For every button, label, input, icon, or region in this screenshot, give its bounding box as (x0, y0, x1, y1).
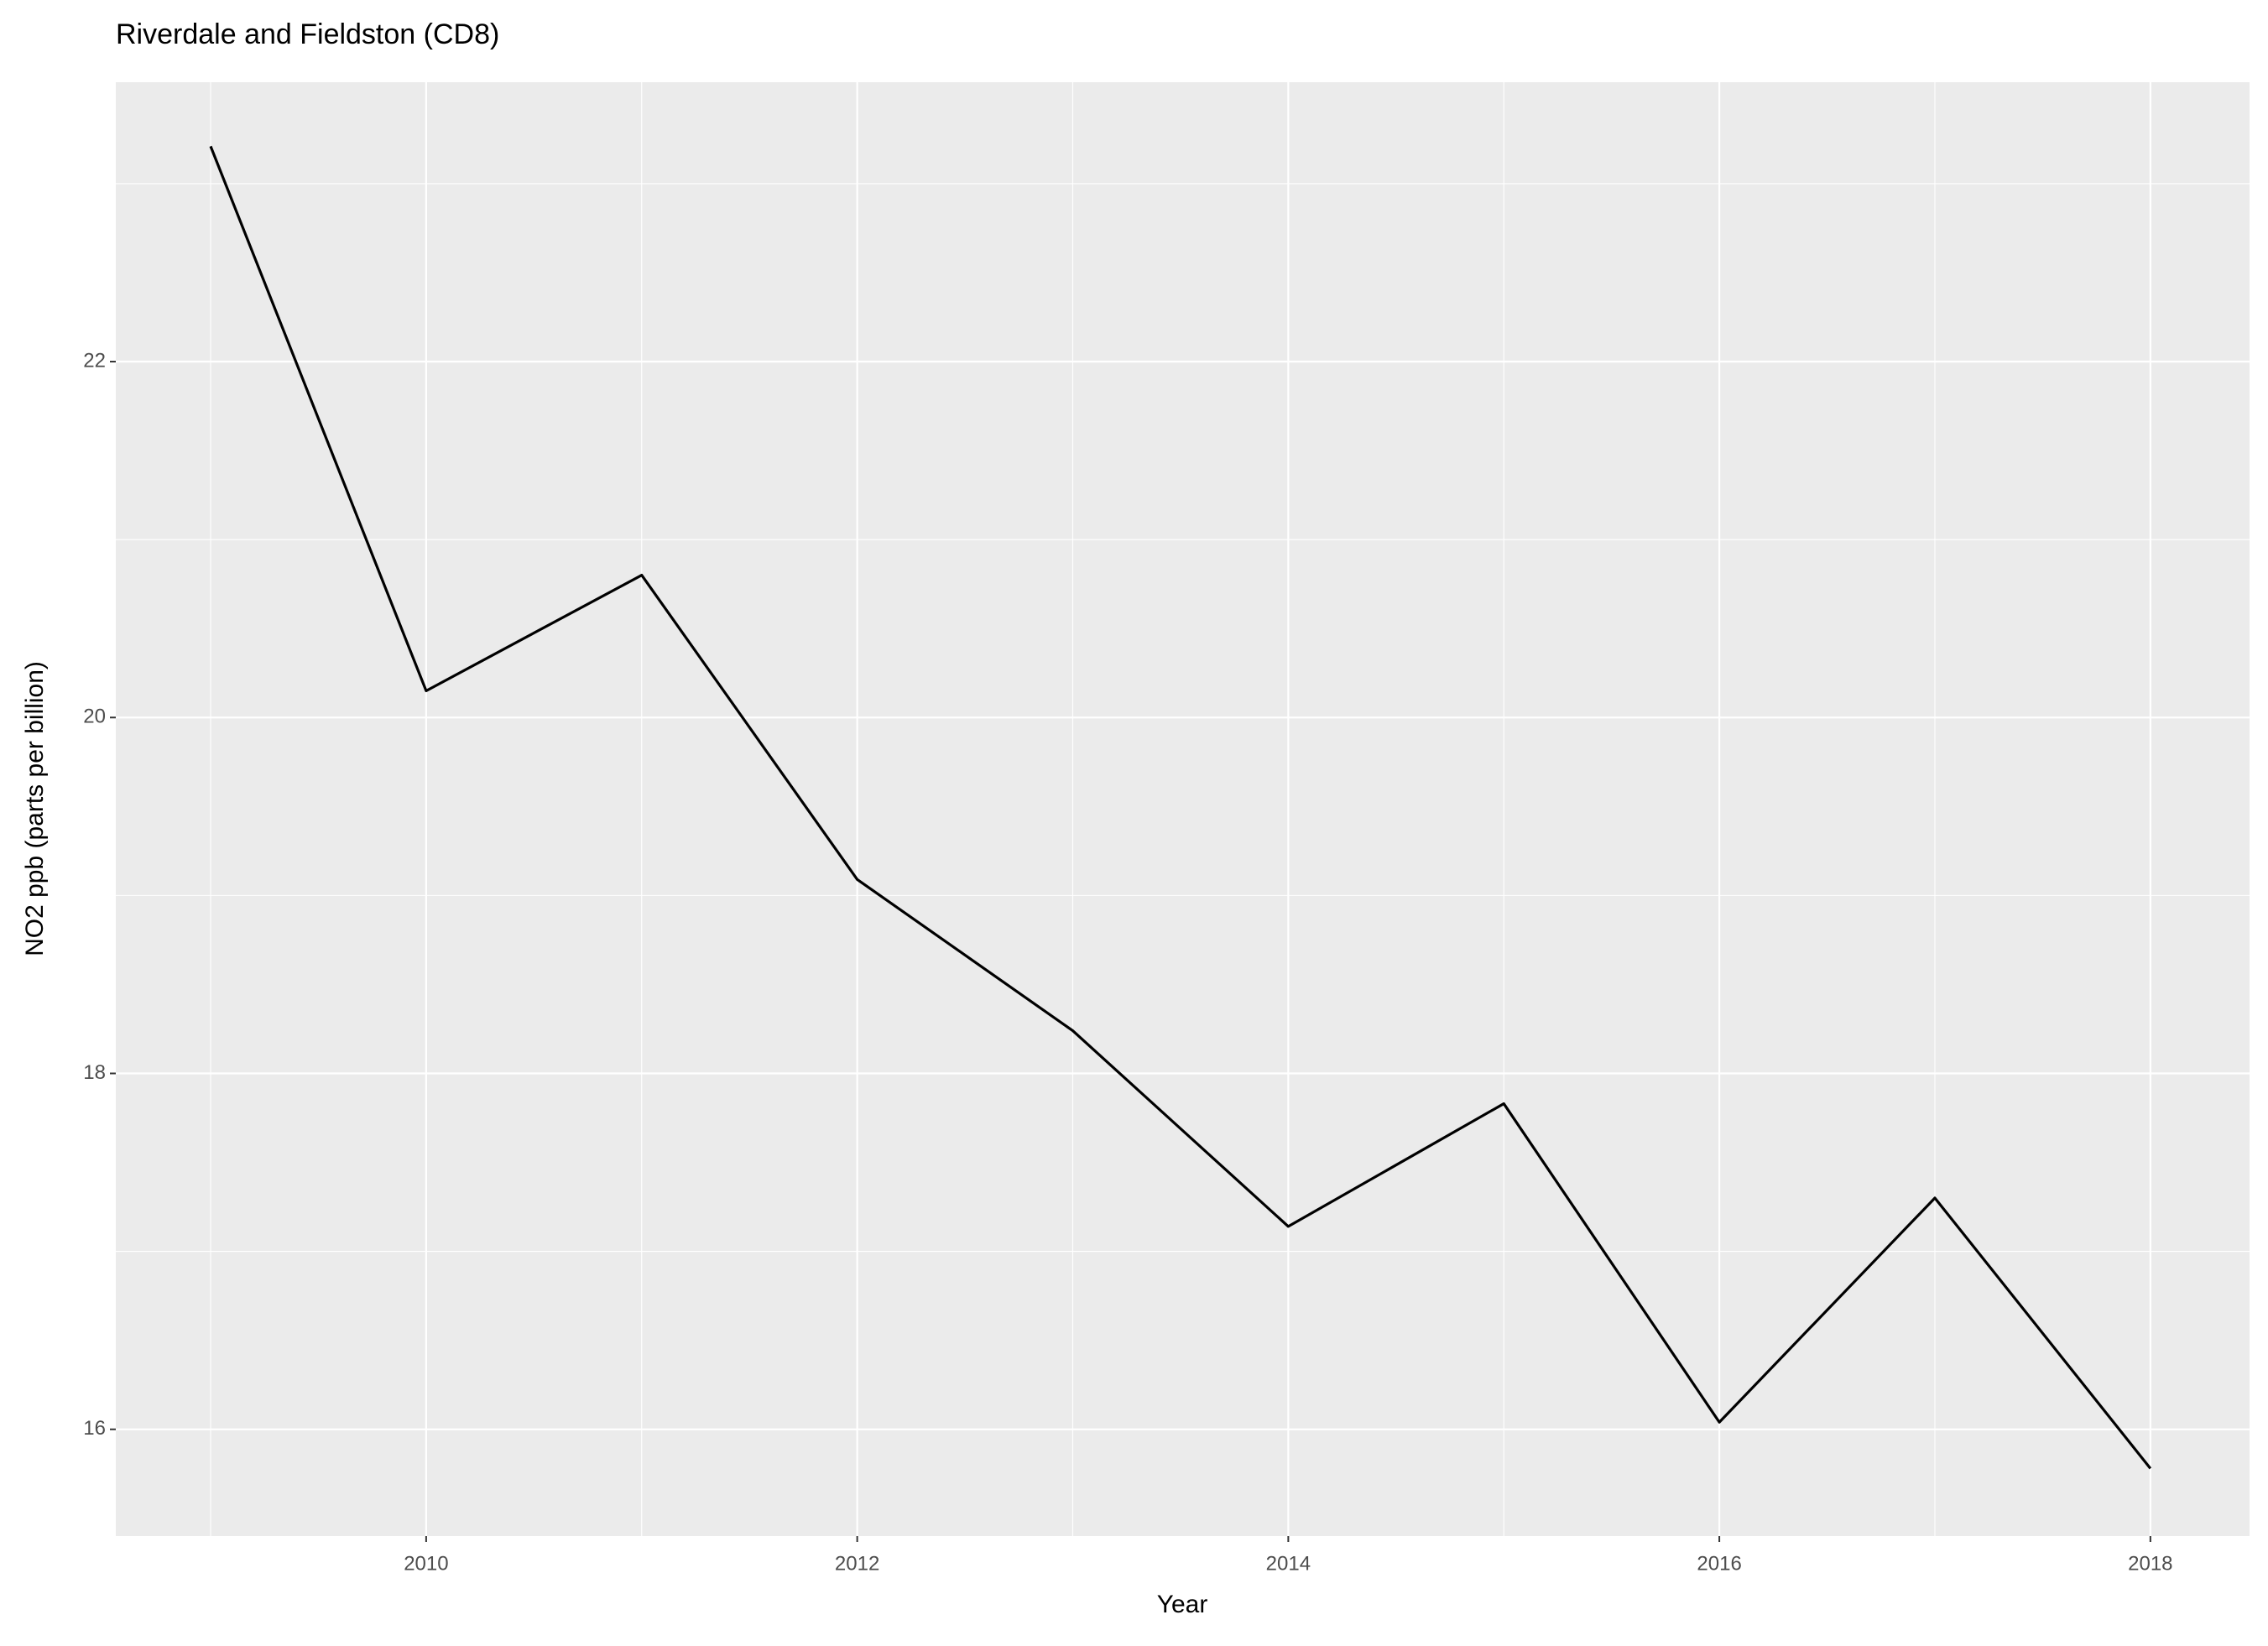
y-axis-title: NO2 ppb (parts per billion) (21, 661, 49, 956)
x-tick-label: 2014 (1266, 1552, 1311, 1575)
y-tick-label: 20 (83, 706, 106, 728)
x-tick-label: 2016 (1697, 1552, 1741, 1575)
chart-title: Riverdale and Fieldston (CD8) (116, 18, 499, 50)
plot-panel (116, 82, 2250, 1536)
y-tick-label: 16 (83, 1417, 106, 1440)
x-tick-label: 2012 (835, 1552, 879, 1575)
x-tick-label: 2018 (2128, 1552, 2172, 1575)
y-tick-label: 18 (83, 1061, 106, 1084)
x-tick-label: 2010 (404, 1552, 448, 1575)
x-axis-title: Year (1157, 1591, 1208, 1618)
data-line (209, 145, 2152, 1470)
y-tick-label: 22 (83, 349, 106, 372)
